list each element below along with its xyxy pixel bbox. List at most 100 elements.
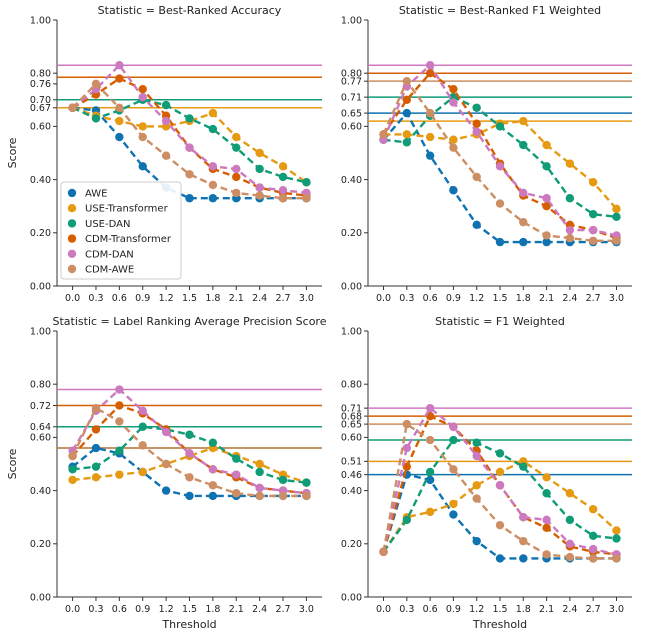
point-use-transformer: [255, 459, 264, 469]
y-tick-label: 0.00: [341, 592, 362, 603]
x-tick-label: 1.5: [182, 293, 197, 304]
point-cdm-awe: [495, 199, 505, 208]
legend-marker-awe: [67, 188, 77, 198]
y-tick-label: 0.60: [30, 122, 51, 133]
y-tick-label: 1.00: [30, 15, 51, 26]
x-tick-label: 1.2: [469, 604, 484, 615]
point-cdm-dan: [588, 225, 598, 235]
y-tick-label: 0.40: [341, 175, 362, 186]
point-cdm-awe: [68, 451, 77, 461]
y-tick-label: 1.00: [341, 15, 362, 26]
panel-title: Statistic = F1 Weighted: [435, 315, 565, 328]
point-use-transformer: [588, 178, 598, 187]
point-cdm-awe: [115, 103, 124, 112]
y-tick-label: 0.71: [341, 403, 362, 414]
point-cdm-dan: [472, 451, 481, 461]
y-tick-label: 0.72: [30, 401, 51, 412]
point-cdm-awe: [161, 151, 171, 160]
point-cdm-dan: [278, 186, 288, 195]
point-cdm-awe: [402, 419, 412, 429]
point-use-dan: [115, 446, 124, 455]
point-use-dan: [185, 114, 194, 123]
y-tick-label: 0.00: [30, 592, 51, 603]
x-tick-label: 0.0: [65, 604, 80, 615]
point-use-transformer: [472, 481, 481, 490]
series-line-cdm-dan: [71, 387, 307, 495]
point-cdm-dan: [208, 162, 218, 171]
x-tick-label: 3.0: [609, 604, 624, 615]
y-tick-label: 0.00: [30, 281, 51, 292]
point-cdm-dan: [565, 539, 575, 548]
point-use-transformer: [138, 467, 147, 477]
y-tick-label: 0.65: [341, 419, 362, 430]
point-awe: [425, 475, 435, 485]
point-use-dan: [495, 122, 505, 131]
point-use-dan: [519, 140, 528, 150]
point-use-transformer: [232, 132, 241, 142]
point-awe: [495, 237, 505, 247]
point-awe: [495, 554, 505, 563]
point-use-dan: [232, 143, 241, 152]
point-cdm-dan: [472, 127, 481, 136]
x-tick-label: 2.4: [562, 604, 577, 615]
point-awe: [161, 486, 171, 495]
point-cdm-transformer: [542, 523, 551, 533]
point-use-transformer: [115, 116, 124, 126]
x-tick-label: 1.5: [182, 604, 197, 615]
point-use-dan: [565, 515, 575, 525]
point-cdm-dan: [185, 449, 194, 458]
point-cdm-awe: [495, 520, 505, 530]
point-cdm-awe: [278, 194, 288, 203]
point-use-dan: [208, 124, 218, 134]
point-awe: [472, 220, 481, 230]
point-cdm-awe: [91, 79, 101, 89]
x-tick-label: 1.8: [205, 293, 220, 304]
point-cdm-awe: [379, 547, 388, 556]
point-use-transformer: [278, 162, 288, 171]
x-tick-label: 0.9: [446, 604, 461, 615]
y-tick-label: 0.80: [341, 69, 362, 80]
point-use-dan: [185, 430, 194, 439]
point-awe: [402, 108, 412, 118]
point-use-transformer: [612, 526, 621, 535]
point-use-dan: [208, 438, 218, 447]
x-tick-label: 1.2: [159, 604, 174, 615]
y-tick-label: 0.40: [30, 175, 51, 186]
point-use-transformer: [542, 473, 551, 482]
point-use-dan: [542, 162, 551, 171]
x-tick-label: 2.7: [586, 604, 601, 615]
panel-best-ranked-accuracy: Statistic = Best-Ranked Accuracy 0.00 0.20…: [6, 4, 322, 304]
point-cdm-transformer: [402, 95, 412, 105]
x-tick-label: 2.7: [275, 604, 290, 615]
x-tick-label: 3.0: [299, 604, 314, 615]
point-awe: [138, 162, 147, 171]
legend-label-use-dan: USE-DAN: [85, 219, 130, 230]
legend-box: [60, 181, 182, 280]
point-cdm-transformer: [402, 462, 412, 471]
point-cdm-awe: [208, 180, 218, 190]
point-cdm-awe: [302, 491, 311, 501]
y-tick-label: 0.65: [341, 108, 362, 119]
x-tick-label: 0.3: [399, 293, 414, 304]
point-cdm-awe: [519, 536, 528, 546]
x-tick-label: 2.4: [252, 293, 267, 304]
point-cdm-dan: [542, 515, 551, 525]
x-tick-label: 0.9: [135, 293, 150, 304]
point-use-dan: [278, 172, 288, 182]
point-use-dan: [232, 454, 241, 463]
x-tick-label: 2.1: [229, 293, 244, 304]
point-cdm-transformer: [425, 69, 435, 78]
legend-label-awe: AWE: [85, 189, 108, 200]
point-cdm-awe: [449, 465, 458, 474]
legend-label-cdm-awe: CDM-AWE: [85, 265, 134, 276]
y-tick-label: 0.64: [30, 422, 51, 433]
point-awe: [519, 554, 528, 563]
series-line-use-transformer: [72, 106, 308, 184]
panel-title: Statistic = Best-Ranked Accuracy: [98, 4, 282, 17]
point-cdm-awe: [472, 494, 481, 503]
point-use-dan: [255, 467, 264, 477]
point-use-dan: [302, 478, 311, 487]
point-cdm-dan: [495, 162, 505, 171]
point-cdm-dan: [449, 422, 458, 431]
x-tick-label: 2.1: [539, 293, 554, 304]
